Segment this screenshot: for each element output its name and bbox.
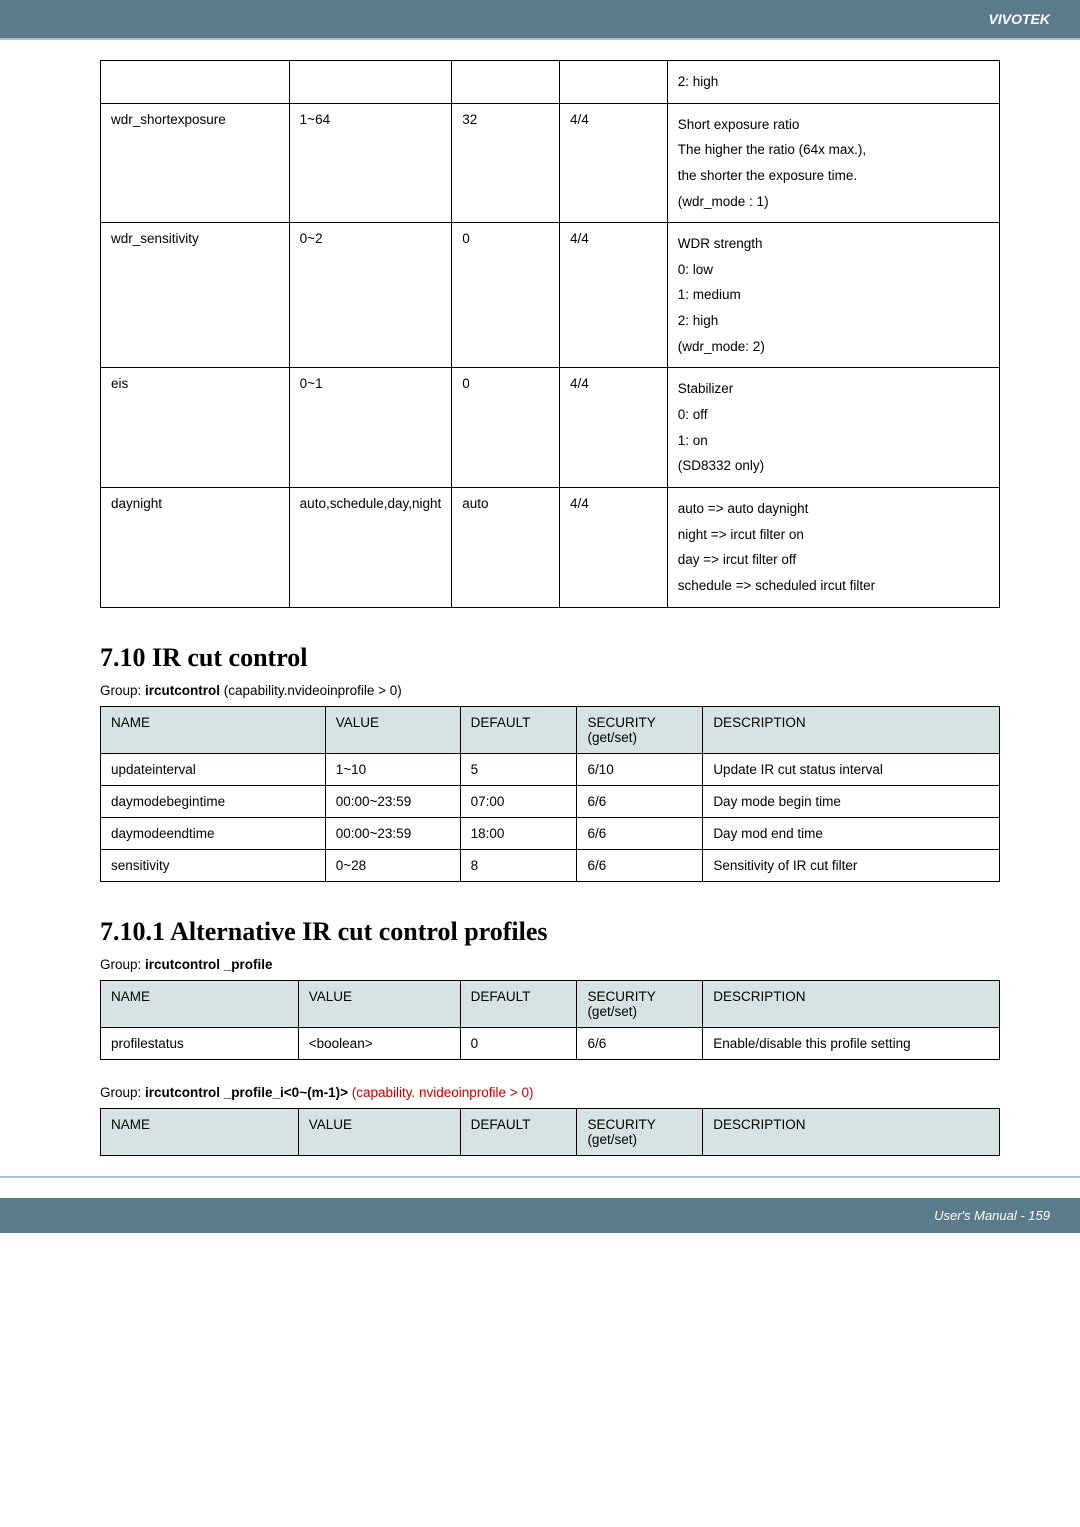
table-cell: Update IR cut status interval (703, 753, 1000, 785)
table-cell: auto (452, 487, 560, 607)
table-cell: 6/6 (577, 849, 703, 881)
col-name: NAME (101, 980, 299, 1027)
table-cell: wdr_sensitivity (101, 223, 290, 368)
table-cell: 4/4 (560, 368, 668, 488)
footer-text: User's Manual - 159 (934, 1208, 1050, 1223)
table-row: eis0~104/4Stabilizer0: off1: on(SD8332 o… (101, 368, 1000, 488)
col-default: DEFAULT (460, 706, 577, 753)
table-cell: updateinterval (101, 753, 326, 785)
table-cell: wdr_shortexposure (101, 103, 290, 223)
col-name: NAME (101, 706, 326, 753)
section-heading-7101: 7.10.1 Alternative IR cut control profil… (100, 917, 1000, 947)
table-row: daymodeendtime00:00~23:5918:006/6Day mod… (101, 817, 1000, 849)
ircutcontrol-table: NAME VALUE DEFAULT SECURITY(get/set) DES… (100, 706, 1000, 882)
col-description: DESCRIPTION (703, 706, 1000, 753)
table-cell: 6/6 (577, 1027, 703, 1059)
table-cell: 6/6 (577, 785, 703, 817)
col-name: NAME (101, 1108, 299, 1155)
table-row: sensitivity0~2886/6Sensitivity of IR cut… (101, 849, 1000, 881)
table-cell: sensitivity (101, 849, 326, 881)
profile-table: NAME VALUE DEFAULT SECURITY(get/set) DES… (100, 980, 1000, 1060)
table-cell: 0~28 (325, 849, 460, 881)
table-cell: 4/4 (560, 223, 668, 368)
table-cell: 07:00 (460, 785, 577, 817)
table-cell (289, 61, 452, 104)
table-cell: 0 (452, 368, 560, 488)
col-value: VALUE (325, 706, 460, 753)
table-cell: 4/4 (560, 103, 668, 223)
table-cell: profilestatus (101, 1027, 299, 1059)
col-value: VALUE (298, 980, 460, 1027)
brand-label: VIVOTEK (989, 11, 1050, 27)
table-cell: 8 (460, 849, 577, 881)
footer-accent-line (0, 1176, 1080, 1178)
profile-i-table: NAME VALUE DEFAULT SECURITY(get/set) DES… (100, 1108, 1000, 1156)
description-cell: Stabilizer0: off1: on(SD8332 only) (667, 368, 999, 488)
page-content: 2: highwdr_shortexposure1~64324/4Short e… (0, 40, 1080, 1176)
table-cell: 0~2 (289, 223, 452, 368)
table-cell (560, 61, 668, 104)
table-cell: 1~10 (325, 753, 460, 785)
table-cell: Day mode begin time (703, 785, 1000, 817)
col-value: VALUE (298, 1108, 460, 1155)
description-cell: 2: high (667, 61, 999, 104)
table-cell: Day mod end time (703, 817, 1000, 849)
table-cell: Sensitivity of IR cut filter (703, 849, 1000, 881)
description-cell: Short exposure ratioThe higher the ratio… (667, 103, 999, 223)
group-label-ircutcontrol: Group: ircutcontrol (capability.nvideoin… (100, 683, 1000, 698)
table-cell: <boolean> (298, 1027, 460, 1059)
table-cell: 4/4 (560, 487, 668, 607)
section-heading-710: 7.10 IR cut control (100, 643, 1000, 673)
table-row: wdr_shortexposure1~64324/4Short exposure… (101, 103, 1000, 223)
col-security: SECURITY(get/set) (577, 1108, 703, 1155)
table-cell: 6/10 (577, 753, 703, 785)
col-default: DEFAULT (460, 980, 577, 1027)
table-row: profilestatus<boolean>06/6Enable/disable… (101, 1027, 1000, 1059)
table-cell: 32 (452, 103, 560, 223)
table-cell: auto,schedule,day,night (289, 487, 452, 607)
table-row: 2: high (101, 61, 1000, 104)
group-label-profile: Group: ircutcontrol _profile (100, 957, 1000, 972)
table-cell: Enable/disable this profile setting (703, 1027, 1000, 1059)
col-security: SECURITY(get/set) (577, 706, 703, 753)
page-footer: User's Manual - 159 (0, 1198, 1080, 1233)
table-cell: daynight (101, 487, 290, 607)
table-cell: 00:00~23:59 (325, 817, 460, 849)
table-cell: daymodebegintime (101, 785, 326, 817)
table-cell: 0 (452, 223, 560, 368)
col-description: DESCRIPTION (703, 1108, 1000, 1155)
table-cell: eis (101, 368, 290, 488)
table-cell: 0~1 (289, 368, 452, 488)
description-cell: auto => auto daynightnight => ircut filt… (667, 487, 999, 607)
table-cell: 00:00~23:59 (325, 785, 460, 817)
col-default: DEFAULT (460, 1108, 577, 1155)
table-cell: 5 (460, 753, 577, 785)
description-cell: WDR strength0: low1: medium2: high(wdr_m… (667, 223, 999, 368)
table-cell: 1~64 (289, 103, 452, 223)
table-header-row: NAME VALUE DEFAULT SECURITY(get/set) DES… (101, 706, 1000, 753)
table-row: updateinterval1~1056/10Update IR cut sta… (101, 753, 1000, 785)
group-label-profile-i: Group: ircutcontrol _profile_i<0~(m-1)> … (100, 1085, 1000, 1100)
table-cell (101, 61, 290, 104)
table-row: daynightauto,schedule,day,nightauto4/4au… (101, 487, 1000, 607)
table-cell: 18:00 (460, 817, 577, 849)
table-row: daymodebegintime00:00~23:5907:006/6Day m… (101, 785, 1000, 817)
header-bar: VIVOTEK (0, 0, 1080, 40)
table-row: wdr_sensitivity0~204/4WDR strength0: low… (101, 223, 1000, 368)
table-header-row: NAME VALUE DEFAULT SECURITY(get/set) DES… (101, 1108, 1000, 1155)
table-cell: daymodeendtime (101, 817, 326, 849)
col-description: DESCRIPTION (703, 980, 1000, 1027)
table-cell (452, 61, 560, 104)
table-header-row: NAME VALUE DEFAULT SECURITY(get/set) DES… (101, 980, 1000, 1027)
col-security: SECURITY(get/set) (577, 980, 703, 1027)
table-cell: 0 (460, 1027, 577, 1059)
table-cell: 6/6 (577, 817, 703, 849)
params-table-1: 2: highwdr_shortexposure1~64324/4Short e… (100, 60, 1000, 608)
